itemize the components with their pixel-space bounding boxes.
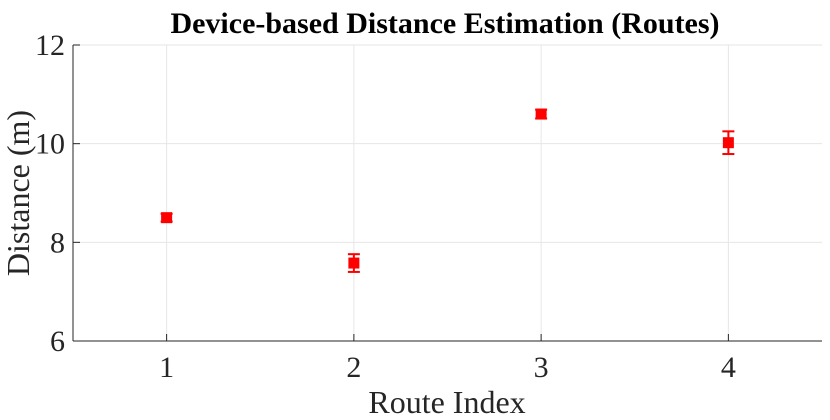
data-point-route-2 bbox=[348, 257, 360, 269]
x-tick-label-2: 2 bbox=[346, 351, 361, 384]
y-tick-label-12: 12 bbox=[35, 29, 65, 62]
x-axis-label: Route Index bbox=[368, 384, 525, 420]
y-tick-label-6: 6 bbox=[50, 325, 65, 358]
y-axis-label: Distance (m) bbox=[0, 110, 36, 276]
data-markers bbox=[160, 108, 735, 273]
data-point-route-4 bbox=[722, 137, 734, 149]
y-tick-label-10: 10 bbox=[35, 128, 65, 161]
chart-title: Device-based Distance Estimation (Routes… bbox=[170, 7, 719, 40]
axes bbox=[72, 44, 822, 342]
y-tick-label-8: 8 bbox=[50, 226, 65, 259]
data-point-route-1 bbox=[161, 212, 173, 224]
x-tick-label-4: 4 bbox=[721, 351, 736, 384]
plot-background bbox=[73, 45, 822, 341]
data-point-route-3 bbox=[535, 108, 547, 120]
x-tick-label-1: 1 bbox=[159, 351, 174, 384]
x-tick-label-3: 3 bbox=[534, 351, 549, 384]
